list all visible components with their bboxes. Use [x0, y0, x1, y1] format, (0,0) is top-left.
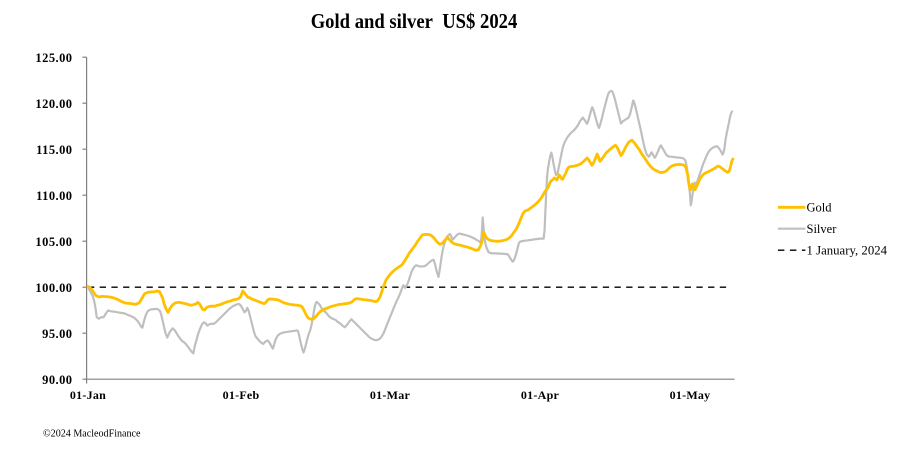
- svg-text:©2024 MacleodFinance: ©2024 MacleodFinance: [43, 428, 141, 440]
- svg-text:95.00: 95.00: [42, 327, 72, 341]
- svg-text:1 January, 2024: 1 January, 2024: [807, 243, 888, 257]
- svg-text:115.00: 115.00: [36, 143, 72, 157]
- svg-text:100.00: 100.00: [35, 281, 72, 295]
- svg-text:Gold and silver US$ 2024: Gold and silver US$ 2024: [311, 9, 518, 33]
- svg-text:01-Apr: 01-Apr: [521, 388, 560, 402]
- svg-text:01-Mar: 01-Mar: [370, 388, 411, 402]
- svg-text:01-Jan: 01-Jan: [70, 388, 106, 402]
- svg-text:110.00: 110.00: [36, 189, 72, 203]
- svg-text:90.00: 90.00: [42, 373, 72, 387]
- svg-text:120.00: 120.00: [35, 97, 72, 111]
- svg-text:01-Feb: 01-Feb: [223, 388, 260, 402]
- svg-text:Gold: Gold: [807, 201, 833, 215]
- svg-text:01-May: 01-May: [670, 388, 711, 402]
- svg-text:125.00: 125.00: [35, 51, 72, 65]
- svg-text:105.00: 105.00: [35, 235, 72, 249]
- svg-text:Silver: Silver: [807, 222, 838, 236]
